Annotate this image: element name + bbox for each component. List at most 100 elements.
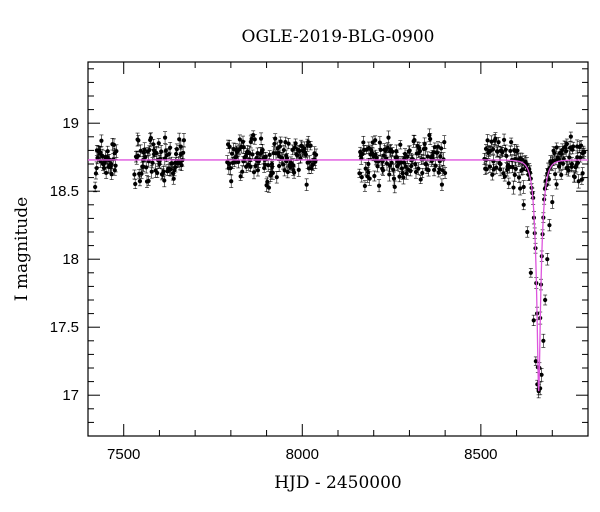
data-point xyxy=(273,133,278,144)
data-point xyxy=(439,178,445,191)
data-point xyxy=(442,167,448,179)
data-point xyxy=(376,179,382,193)
data-point xyxy=(547,219,552,232)
data-point xyxy=(377,136,382,149)
data-point xyxy=(142,142,147,157)
data-point xyxy=(373,149,378,160)
data-point xyxy=(386,130,391,145)
y-tick-label: 17.5 xyxy=(50,319,79,336)
data-point xyxy=(236,155,241,169)
data-point xyxy=(296,163,301,177)
x-tick-label: 7500 xyxy=(107,446,140,463)
data-point xyxy=(383,145,388,156)
data-point xyxy=(162,131,168,144)
data-point xyxy=(509,137,514,147)
data-point xyxy=(518,181,523,196)
data-point xyxy=(387,158,392,172)
data-point xyxy=(568,131,573,142)
data-point xyxy=(501,133,507,146)
data-point xyxy=(506,177,511,189)
y-tick-label: 18.5 xyxy=(50,183,79,200)
data-point xyxy=(227,140,232,154)
data-point xyxy=(141,161,146,172)
data-point xyxy=(276,150,282,161)
y-axis-ticks: 17 17.5 18 18.5 19 xyxy=(50,68,588,437)
data-point xyxy=(151,143,157,158)
data-point xyxy=(416,162,421,175)
data-point xyxy=(496,137,501,148)
data-point xyxy=(564,145,569,157)
data-point xyxy=(520,152,525,167)
data-point xyxy=(491,154,496,168)
data-point xyxy=(229,174,234,188)
data-point xyxy=(500,147,505,157)
data-point xyxy=(553,168,558,181)
data-point xyxy=(159,145,164,158)
data-point xyxy=(241,156,246,167)
data-point xyxy=(248,161,253,173)
data-point xyxy=(361,135,366,149)
data-point xyxy=(567,150,572,165)
data-point xyxy=(397,171,402,183)
data-point xyxy=(146,176,151,186)
data-point xyxy=(104,167,109,179)
chart-title: OGLE-2019-BLG-0900 xyxy=(242,27,435,47)
data-point xyxy=(258,132,264,145)
data-point xyxy=(572,171,577,183)
data-point xyxy=(423,141,428,156)
data-point xyxy=(139,168,144,179)
data-point xyxy=(112,147,117,159)
data-point xyxy=(528,268,533,278)
data-point xyxy=(550,195,555,209)
data-point xyxy=(94,145,100,156)
data-point xyxy=(398,140,403,150)
data-point xyxy=(362,180,368,192)
data-point xyxy=(181,133,187,148)
data-point xyxy=(516,172,522,183)
data-point xyxy=(442,135,447,149)
data-point xyxy=(278,136,283,147)
data-point xyxy=(174,143,179,155)
data-point xyxy=(391,171,397,186)
data-point xyxy=(510,161,515,174)
data-point xyxy=(132,169,137,180)
data-point xyxy=(366,157,371,171)
data-point xyxy=(490,144,496,155)
data-point xyxy=(305,156,310,169)
data-point xyxy=(579,174,584,185)
data-point xyxy=(487,160,493,173)
data-point xyxy=(387,167,392,182)
data-point xyxy=(266,182,272,193)
data-point xyxy=(304,178,309,191)
data-point xyxy=(402,148,408,160)
data-point xyxy=(359,171,364,183)
data-point xyxy=(302,141,307,155)
data-point xyxy=(270,166,275,180)
data-point xyxy=(576,174,581,189)
y-tick-label: 19 xyxy=(62,115,79,132)
data-point xyxy=(391,163,396,176)
data-point xyxy=(168,142,173,154)
data-point xyxy=(255,147,260,159)
data-point xyxy=(569,156,575,172)
data-point xyxy=(575,150,580,164)
data-point xyxy=(101,162,107,174)
data-point xyxy=(109,168,114,180)
data-point xyxy=(161,166,166,178)
x-axis-ticks: 7500 8000 8500 xyxy=(87,62,589,463)
model-curve xyxy=(88,159,588,392)
data-point xyxy=(580,148,585,159)
data-point xyxy=(293,138,298,149)
x-tick-label: 8000 xyxy=(286,446,319,463)
y-tick-label: 17 xyxy=(62,387,79,404)
data-point xyxy=(440,164,445,176)
data-point xyxy=(531,314,536,326)
data-point xyxy=(515,145,520,156)
data-point xyxy=(113,159,118,173)
data-point xyxy=(428,133,433,145)
data-point xyxy=(291,158,296,173)
plot-frame xyxy=(87,61,589,437)
data-point xyxy=(435,141,441,152)
data-point xyxy=(380,165,386,176)
